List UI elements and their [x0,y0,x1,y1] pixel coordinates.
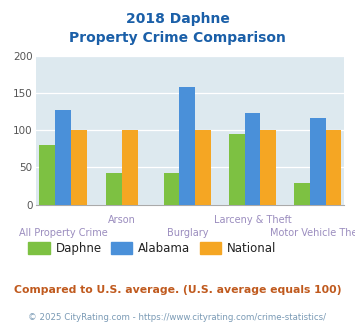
Text: Larceny & Theft: Larceny & Theft [214,215,291,225]
Text: Compared to U.S. average. (U.S. average equals 100): Compared to U.S. average. (U.S. average … [14,285,341,295]
Bar [326,130,342,205]
Bar [122,130,138,205]
Text: 2018 Daphne: 2018 Daphne [126,12,229,25]
Bar [164,173,179,205]
Bar [55,110,71,205]
Text: Burglary: Burglary [166,228,208,238]
Text: Motor Vehicle Theft: Motor Vehicle Theft [270,228,355,238]
Bar [229,134,245,205]
Text: © 2025 CityRating.com - https://www.cityrating.com/crime-statistics/: © 2025 CityRating.com - https://www.city… [28,313,327,322]
Bar [179,87,195,205]
Bar [245,113,261,205]
Text: Arson: Arson [108,215,136,225]
Bar [39,145,55,205]
Legend: Daphne, Alabama, National: Daphne, Alabama, National [24,237,281,260]
Bar [106,173,122,205]
Bar [310,118,326,205]
Bar [294,183,310,205]
Bar [71,130,87,205]
Bar [261,130,276,205]
Text: All Property Crime: All Property Crime [18,228,107,238]
Text: Property Crime Comparison: Property Crime Comparison [69,31,286,45]
Bar [195,130,211,205]
